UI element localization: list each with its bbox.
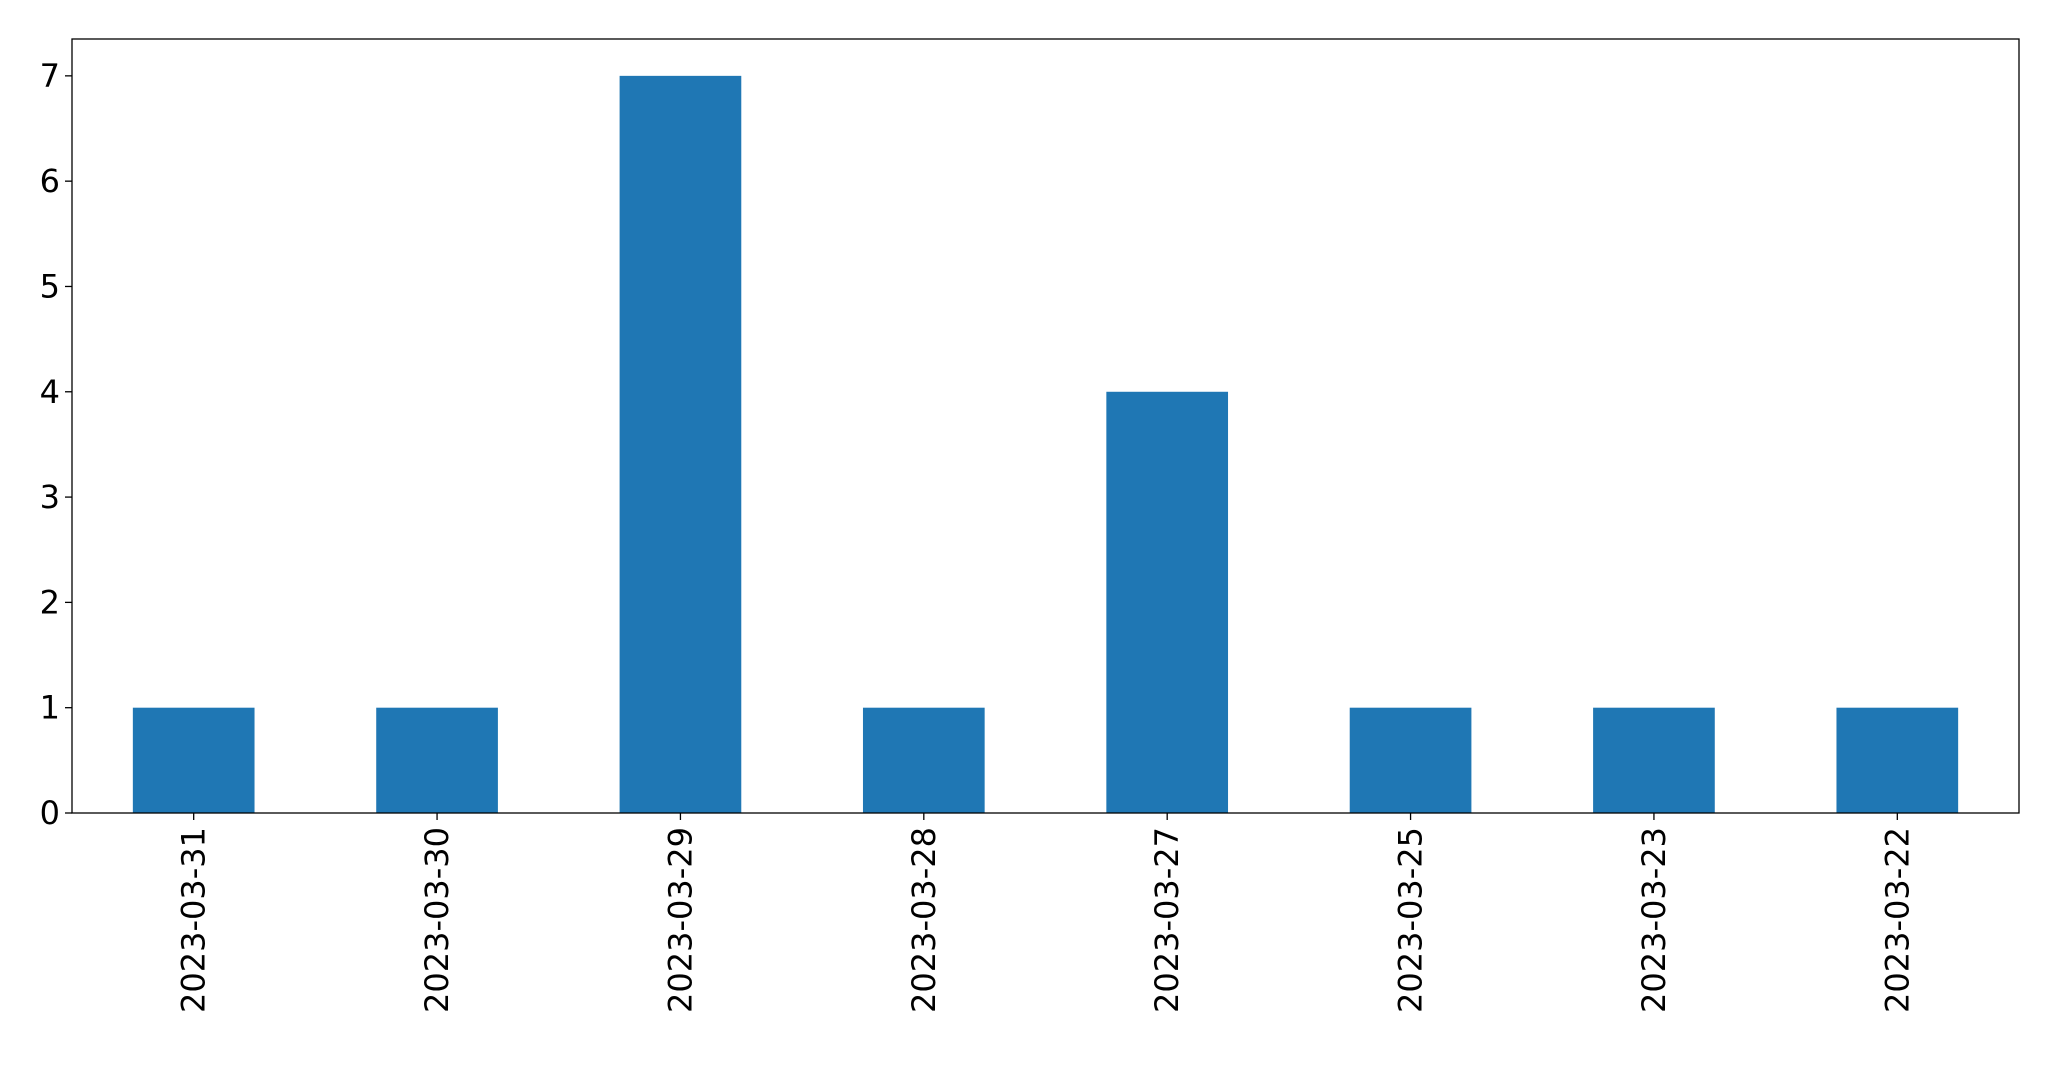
- x-tick-label: 2023-03-29: [661, 827, 699, 1013]
- bar-2023-03-25: [1349, 707, 1472, 813]
- bar-2023-03-31: [132, 707, 255, 813]
- x-tick-label: 2023-03-25: [1392, 827, 1430, 1013]
- bar-2023-03-23: [1593, 707, 1715, 813]
- x-tick-label: 2023-03-28: [905, 827, 943, 1013]
- y-tick-label: 5: [40, 267, 60, 305]
- bar-2023-03-28: [862, 707, 985, 813]
- bar-2023-03-22: [1836, 707, 1959, 813]
- y-tick-label: 2: [40, 583, 60, 621]
- y-tick-label: 3: [40, 478, 60, 516]
- axes-frame: [71, 38, 2020, 814]
- x-tick-label: 2023-03-31: [175, 827, 213, 1013]
- y-tick-label: 4: [40, 373, 60, 411]
- x-tick-label: 2023-03-22: [1878, 827, 1916, 1013]
- y-tick-label: 7: [40, 57, 60, 95]
- x-tick-label: 2023-03-27: [1148, 827, 1186, 1013]
- bar-2023-03-27: [1106, 391, 1229, 813]
- x-tick-label: 2023-03-30: [418, 827, 456, 1013]
- y-tick-label: 0: [40, 794, 60, 832]
- y-tick-label: 1: [40, 689, 60, 727]
- x-tick-label: 2023-03-23: [1635, 827, 1673, 1013]
- bar-2023-03-29: [619, 75, 742, 814]
- y-tick-label: 6: [40, 162, 60, 200]
- bar-2023-03-30: [376, 707, 498, 813]
